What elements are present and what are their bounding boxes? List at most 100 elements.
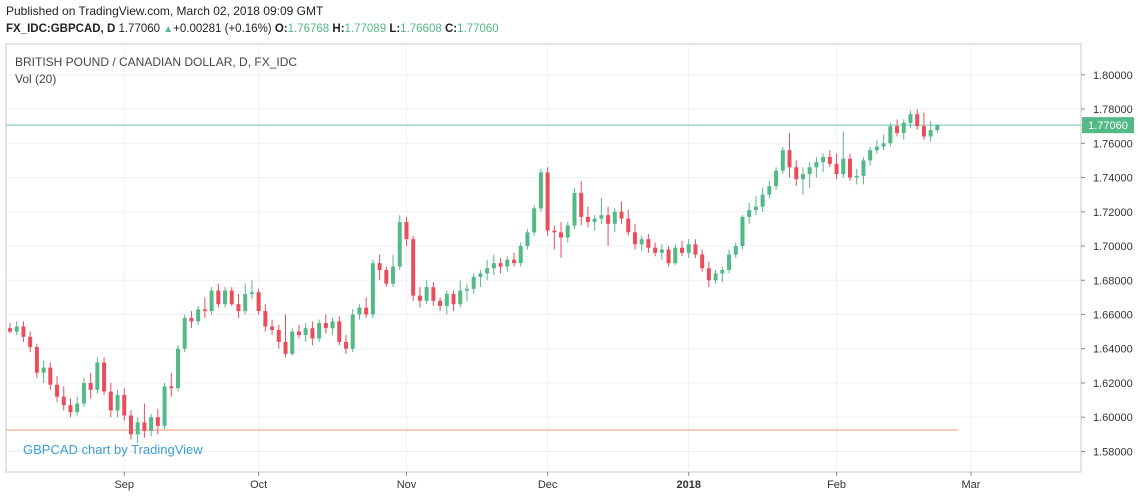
candle-body — [639, 239, 644, 245]
candle-body — [673, 247, 678, 264]
candle-body — [122, 394, 127, 416]
candle-body — [599, 215, 604, 219]
tradingview-watermark[interactable]: GBPCAD chart by TradingView — [23, 442, 203, 457]
candle-body — [814, 162, 819, 168]
candle-body — [404, 222, 409, 240]
candle-body — [895, 126, 900, 134]
candle-body — [391, 266, 396, 284]
candle-body — [888, 126, 893, 144]
candle-body — [135, 422, 140, 435]
x-tick-label: Oct — [250, 479, 267, 491]
candle-body — [41, 367, 46, 373]
candle-body — [512, 259, 516, 264]
candle-body — [518, 246, 523, 264]
candle-body — [283, 341, 288, 354]
x-tick-label: Nov — [397, 479, 417, 491]
candle-body — [438, 300, 443, 306]
y-tick-label: 1.74000 — [1093, 173, 1133, 185]
candle-body — [592, 218, 597, 223]
candle-body — [854, 175, 859, 178]
candle-body — [21, 326, 26, 337]
candle-body — [747, 210, 752, 217]
candle-body — [868, 150, 873, 161]
candle-body — [115, 394, 120, 411]
candle-body — [881, 143, 886, 147]
candle-body — [28, 336, 33, 348]
candle-body — [155, 417, 160, 426]
candle-body — [290, 331, 295, 354]
candle-body — [216, 290, 221, 305]
candle-body — [249, 292, 254, 294]
volume-indicator-label[interactable]: Vol (20) — [15, 72, 57, 86]
candle-body — [706, 268, 711, 281]
candle-body — [626, 218, 631, 233]
candle-body — [612, 211, 617, 224]
candle-body — [209, 290, 214, 312]
last-price-tag-label: 1.77060 — [1088, 120, 1128, 132]
chart-header: Published on TradingView.com, March 02, … — [0, 0, 1138, 44]
candle-body — [471, 276, 476, 289]
candle-body — [464, 288, 469, 291]
candle-body — [861, 160, 866, 176]
candle-body — [767, 186, 772, 195]
candle-body — [263, 311, 268, 327]
candle-body — [552, 230, 557, 233]
candle-body — [915, 114, 920, 127]
candle-body — [236, 304, 241, 312]
candle-body — [874, 146, 879, 151]
y-tick-label: 1.62000 — [1093, 378, 1133, 390]
published-note: Published on TradingView.com, March 02, … — [6, 4, 324, 18]
candle-body — [733, 246, 738, 255]
candle-body — [108, 391, 113, 411]
candle-body — [713, 273, 718, 281]
low-label: L: — [389, 23, 401, 35]
y-tick-label: 1.66000 — [1093, 309, 1133, 321]
candle-body — [478, 273, 483, 277]
candle-body — [565, 225, 570, 238]
candle-body — [417, 295, 422, 301]
candle-body — [337, 321, 342, 342]
candle-body — [75, 403, 80, 413]
candle-body — [505, 259, 510, 267]
candle-body — [841, 158, 846, 175]
candle-body — [370, 263, 375, 315]
candle-body — [780, 150, 785, 171]
candle-body — [787, 150, 792, 168]
candle-body — [169, 386, 174, 389]
y-tick-label: 1.60000 — [1093, 412, 1133, 424]
candle-body — [149, 417, 154, 431]
candle-body — [727, 254, 732, 270]
candle-body — [128, 415, 133, 435]
candle-body — [431, 287, 436, 301]
candle-body — [48, 367, 53, 385]
candle-body — [827, 156, 832, 164]
candle-body — [276, 329, 281, 342]
candle-body — [310, 328, 315, 339]
candle-body — [800, 174, 805, 180]
candle-body — [102, 362, 107, 392]
x-tick-label: Sep — [114, 479, 134, 491]
candle-body — [753, 206, 758, 211]
candle-body — [424, 287, 429, 301]
candle-body — [344, 341, 348, 349]
candle-body — [256, 292, 261, 312]
candle-body — [223, 290, 228, 305]
candle-body — [8, 328, 12, 332]
candle-body — [700, 254, 705, 269]
candle-body — [350, 314, 355, 349]
series-title: BRITISH POUND / CANADIAN DOLLAR, D, FX_I… — [15, 55, 298, 69]
candle-body — [821, 156, 826, 163]
close-value: 1.77060 — [457, 23, 499, 35]
candle-body — [632, 232, 637, 245]
x-tick-label: 2018 — [676, 479, 700, 491]
last-price-tag — [1082, 117, 1134, 134]
candle-body — [68, 405, 73, 413]
candle-body — [323, 323, 328, 329]
candle-body — [202, 309, 207, 312]
candle-body — [935, 125, 940, 131]
candle-body — [34, 347, 39, 373]
y-tick-label: 1.58000 — [1093, 446, 1133, 458]
candle-body — [579, 192, 584, 217]
candle-body — [532, 208, 537, 233]
